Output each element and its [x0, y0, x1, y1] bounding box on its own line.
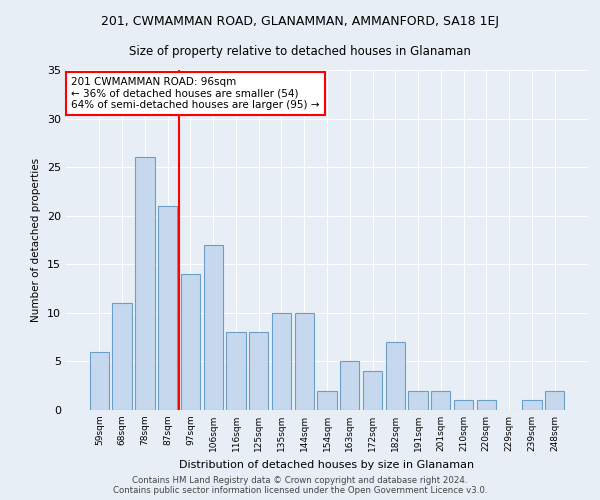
Text: Size of property relative to detached houses in Glanaman: Size of property relative to detached ho…	[129, 45, 471, 58]
Bar	[158, 206, 178, 410]
Bar	[135, 158, 155, 410]
Bar	[295, 313, 314, 410]
Bar	[203, 245, 223, 410]
Bar	[340, 362, 359, 410]
Bar	[272, 313, 291, 410]
Text: Contains HM Land Registry data © Crown copyright and database right 2024.
Contai: Contains HM Land Registry data © Crown c…	[113, 476, 487, 495]
Bar	[317, 390, 337, 410]
Bar	[226, 332, 245, 410]
Bar	[545, 390, 564, 410]
Bar	[522, 400, 542, 410]
Bar	[454, 400, 473, 410]
Bar	[431, 390, 451, 410]
Bar	[90, 352, 109, 410]
Bar	[249, 332, 268, 410]
Y-axis label: Number of detached properties: Number of detached properties	[31, 158, 41, 322]
Text: 201 CWMAMMAN ROAD: 96sqm
← 36% of detached houses are smaller (54)
64% of semi-d: 201 CWMAMMAN ROAD: 96sqm ← 36% of detach…	[71, 77, 320, 110]
Bar	[363, 371, 382, 410]
X-axis label: Distribution of detached houses by size in Glanaman: Distribution of detached houses by size …	[179, 460, 475, 469]
Bar	[181, 274, 200, 410]
Bar	[386, 342, 405, 410]
Text: 201, CWMAMMAN ROAD, GLANAMMAN, AMMANFORD, SA18 1EJ: 201, CWMAMMAN ROAD, GLANAMMAN, AMMANFORD…	[101, 15, 499, 28]
Bar	[112, 303, 132, 410]
Bar	[476, 400, 496, 410]
Bar	[409, 390, 428, 410]
